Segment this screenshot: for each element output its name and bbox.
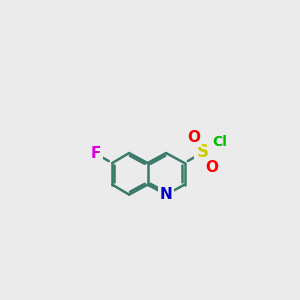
Text: O: O	[205, 160, 218, 175]
Text: F: F	[91, 146, 101, 161]
Text: Cl: Cl	[212, 135, 227, 149]
Text: N: N	[160, 187, 172, 202]
Text: O: O	[187, 130, 200, 145]
Text: S: S	[196, 143, 208, 161]
